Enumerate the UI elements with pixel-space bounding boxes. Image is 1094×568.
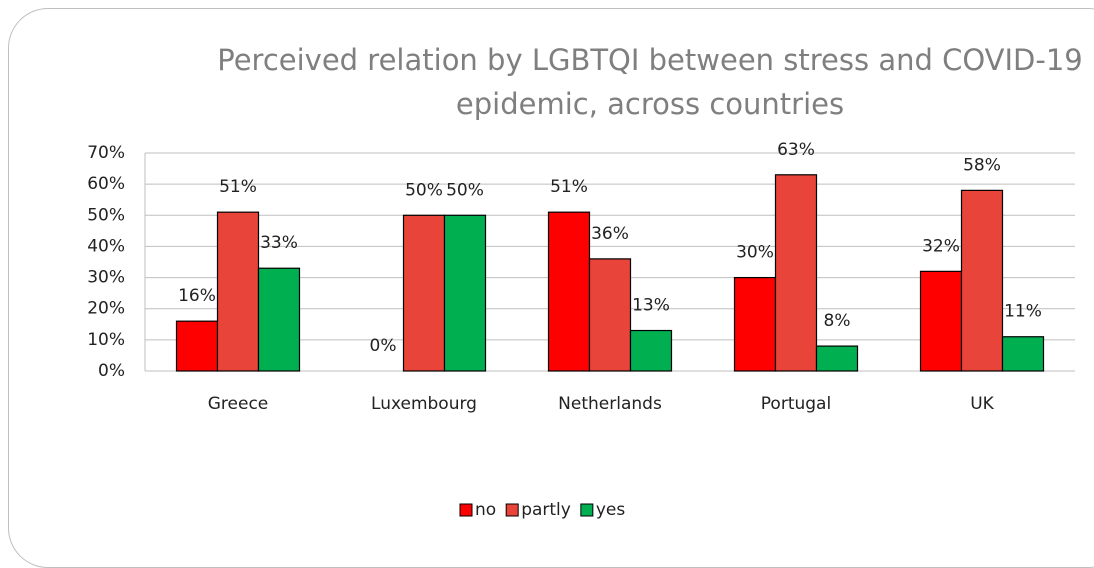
bar <box>588 258 632 372</box>
y-tick-label: 60% <box>87 174 125 194</box>
bar <box>733 276 777 372</box>
data-label: 63% <box>777 140 815 160</box>
y-tick-label: 70% <box>87 143 125 163</box>
y-tick-label: 30% <box>87 268 125 288</box>
x-tick-label: UK <box>970 394 994 414</box>
bar <box>815 345 859 372</box>
data-label: 50% <box>405 180 443 200</box>
bar <box>960 189 1004 372</box>
y-tick-label: 40% <box>87 236 125 256</box>
legend-swatch <box>580 503 594 517</box>
y-tick-label: 20% <box>87 299 125 319</box>
bar <box>402 214 446 372</box>
data-label: 13% <box>632 296 670 316</box>
legend-label: yes <box>596 500 626 520</box>
data-label: 51% <box>219 177 257 197</box>
bar <box>547 211 591 372</box>
legend-label: partly <box>521 500 571 520</box>
bar <box>216 211 260 372</box>
y-tick-label: 0% <box>98 361 125 381</box>
legend-swatch <box>505 503 519 517</box>
bar <box>175 320 219 372</box>
x-tick-label: Netherlands <box>558 394 662 414</box>
bar <box>629 329 673 372</box>
page: Perceived relation by LGBTQI between str… <box>8 8 1094 568</box>
bar <box>257 267 301 372</box>
bar <box>919 270 963 372</box>
data-label: 30% <box>736 243 774 263</box>
y-tick-label: 10% <box>87 330 125 350</box>
y-tick-label: 50% <box>87 205 125 225</box>
data-label: 36% <box>591 224 629 244</box>
chart-title: Perceived relation by LGBTQI between str… <box>217 43 1083 121</box>
bar <box>1001 336 1045 372</box>
data-label: 51% <box>550 177 588 197</box>
x-tick-label: Luxembourg <box>371 394 477 414</box>
data-label: 11% <box>1004 302 1042 322</box>
data-label: 0% <box>370 336 397 356</box>
bar <box>443 214 487 372</box>
data-label: 8% <box>824 311 851 331</box>
data-label: 16% <box>178 286 216 306</box>
data-label: 33% <box>260 233 298 253</box>
data-label: 58% <box>963 155 1001 175</box>
bar <box>774 174 818 372</box>
x-tick-label: Portugal <box>761 394 831 414</box>
legend-label: no <box>475 500 496 520</box>
data-label: 50% <box>446 180 484 200</box>
data-label: 32% <box>922 236 960 256</box>
x-tick-label: Greece <box>208 394 269 414</box>
chart: 0% 10% 20% 30% 40% 50% 60% 70% Greece 16% 51% 33% Lu… <box>87 140 1075 520</box>
legend-swatch <box>459 503 473 517</box>
